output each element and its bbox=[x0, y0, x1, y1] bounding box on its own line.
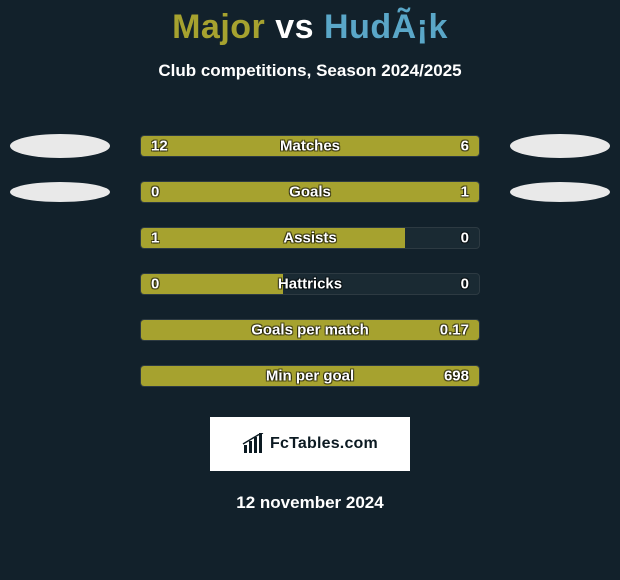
chart-bars-icon bbox=[242, 433, 264, 455]
stat-bar-track: Matches126 bbox=[140, 135, 480, 157]
stat-row: Min per goal698 bbox=[0, 353, 620, 399]
stat-fill-left bbox=[141, 366, 479, 386]
vs-label: vs bbox=[275, 8, 314, 46]
player-badge-ellipse bbox=[510, 134, 610, 158]
stat-value-right: 0 bbox=[461, 276, 469, 293]
stat-fill-left bbox=[141, 320, 479, 340]
date-line: 12 november 2024 bbox=[0, 493, 620, 513]
stat-bar-track: Min per goal698 bbox=[140, 365, 480, 387]
player2-name: HudÃ¡k bbox=[324, 8, 448, 46]
stat-fill-left bbox=[141, 274, 283, 294]
comparison-card: Major vs HudÃ¡k Club competitions, Seaso… bbox=[0, 0, 620, 513]
stat-row: Goals01 bbox=[0, 169, 620, 215]
stat-row: Hattricks00 bbox=[0, 261, 620, 307]
stat-row: Matches126 bbox=[0, 123, 620, 169]
stat-value-right: 0 bbox=[461, 230, 469, 247]
logo-box[interactable]: FcTables.com bbox=[210, 417, 410, 471]
stat-row: Goals per match0.17 bbox=[0, 307, 620, 353]
player-badge-ellipse bbox=[510, 182, 610, 202]
stat-bar-track: Assists10 bbox=[140, 227, 480, 249]
stat-fill-right bbox=[202, 182, 479, 202]
page-title: Major vs HudÃ¡k bbox=[0, 8, 620, 47]
player1-name: Major bbox=[172, 8, 265, 46]
player-badge-ellipse bbox=[10, 182, 110, 202]
stat-fill-left bbox=[141, 182, 202, 202]
stat-bar-track: Goals per match0.17 bbox=[140, 319, 480, 341]
stat-rows: Matches126 Goals01 Assists10 Hattricks 0 0 Goa… bbox=[0, 123, 620, 399]
stat-fill-left bbox=[141, 136, 364, 156]
subtitle: Club competitions, Season 2024/2025 bbox=[0, 61, 620, 81]
stat-label: Hattricks bbox=[278, 276, 342, 293]
stat-bar-track: Goals01 bbox=[140, 181, 480, 203]
stat-fill-left bbox=[141, 228, 405, 248]
player-badge-ellipse bbox=[10, 134, 110, 158]
logo-text: FcTables.com bbox=[270, 435, 378, 453]
stat-row: Assists10 bbox=[0, 215, 620, 261]
stat-bar-track: Hattricks00 bbox=[140, 273, 480, 295]
stat-fill-right bbox=[364, 136, 479, 156]
